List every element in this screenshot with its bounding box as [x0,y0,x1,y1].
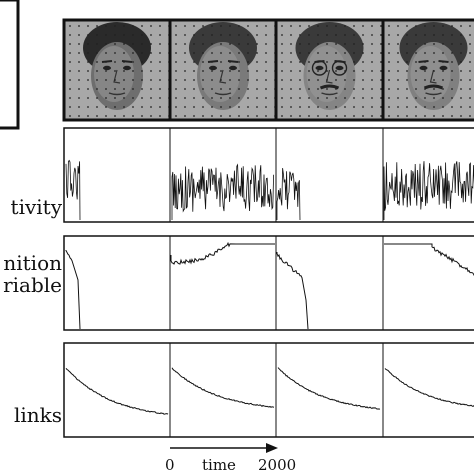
links-panel [63,342,474,438]
recognition-panel [63,235,474,331]
face-1 [62,18,172,122]
face-2 [168,18,278,122]
time-end-label: 2000 [258,456,297,474]
recognition-label-line1: nition [3,251,62,275]
links-label: links [13,403,62,427]
links-trace [65,367,474,415]
recognition-label-line2: riable [3,273,62,297]
face-3 [274,18,385,122]
recognition-trace [65,241,474,330]
time-start-label: 0 [165,456,175,474]
left-legend-box [0,0,20,130]
face-strip [62,18,474,122]
activity-trace [65,159,474,221]
activity-panel [63,127,474,223]
face-4 [381,18,474,122]
time-axis-label: time [202,456,236,474]
activity-label: tivity [10,195,62,219]
time-arrow [170,443,278,453]
